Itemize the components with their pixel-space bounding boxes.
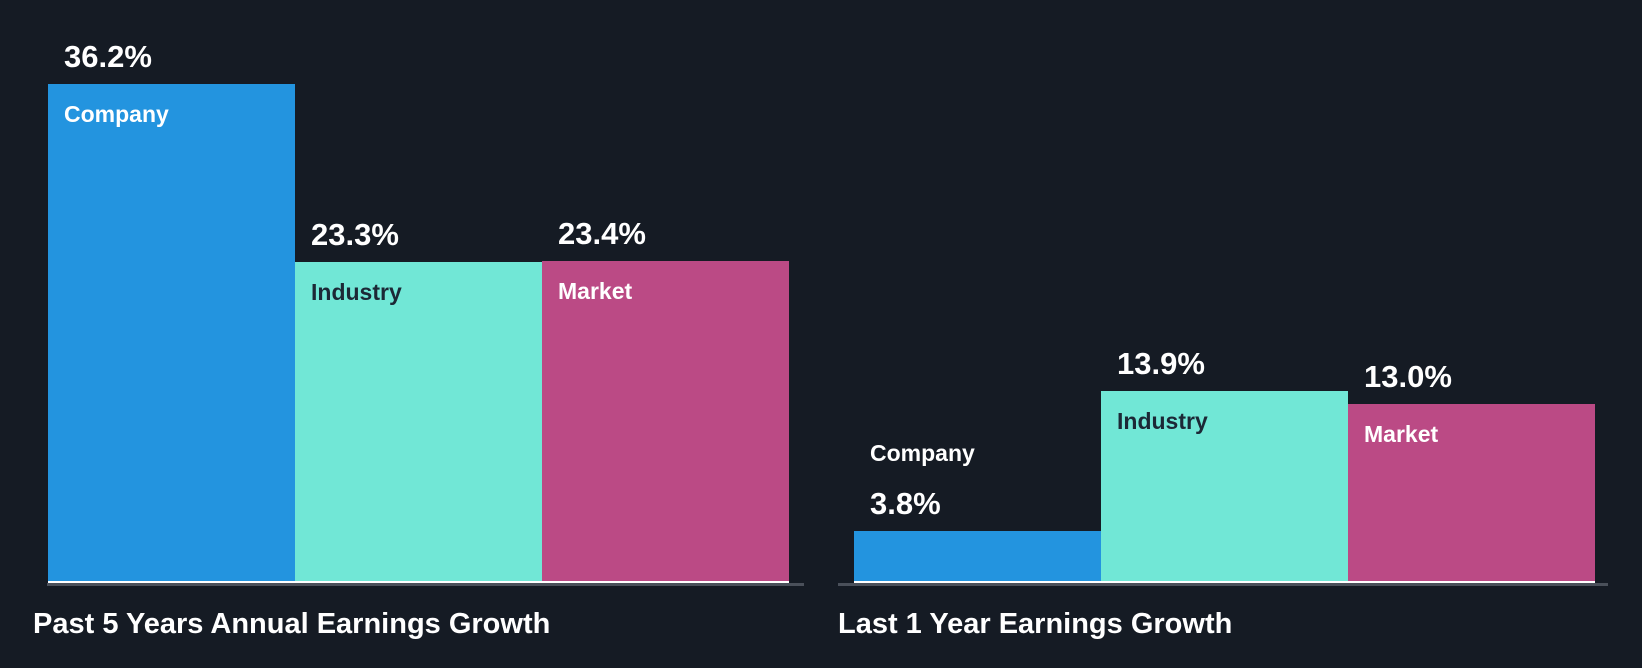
category-label: Company — [64, 101, 169, 128]
value-label: 13.9% — [1117, 346, 1205, 382]
value-label: 36.2% — [64, 39, 152, 75]
bar-company — [854, 530, 1101, 583]
bar-company — [48, 84, 295, 583]
value-label: 23.3% — [311, 216, 399, 252]
bar-industry — [295, 261, 542, 583]
chart-title-last-1-year: Last 1 Year Earnings Growth — [838, 608, 1233, 640]
bar-market — [1348, 403, 1595, 583]
category-label: Market — [1364, 420, 1439, 447]
bar-market — [542, 260, 789, 583]
value-label: 13.0% — [1364, 358, 1452, 394]
x-axis-line — [47, 583, 804, 586]
value-label: 23.4% — [558, 215, 646, 251]
category-label: Company — [870, 439, 975, 466]
value-label: 3.8% — [870, 485, 941, 521]
category-label: Market — [558, 277, 633, 304]
category-label: Industry — [311, 278, 402, 305]
category-label: Industry — [1117, 408, 1208, 435]
chart-title-past-5-years: Past 5 Years Annual Earnings Growth — [33, 608, 551, 640]
x-axis-line — [838, 583, 1608, 586]
bar-industry — [1101, 391, 1348, 583]
